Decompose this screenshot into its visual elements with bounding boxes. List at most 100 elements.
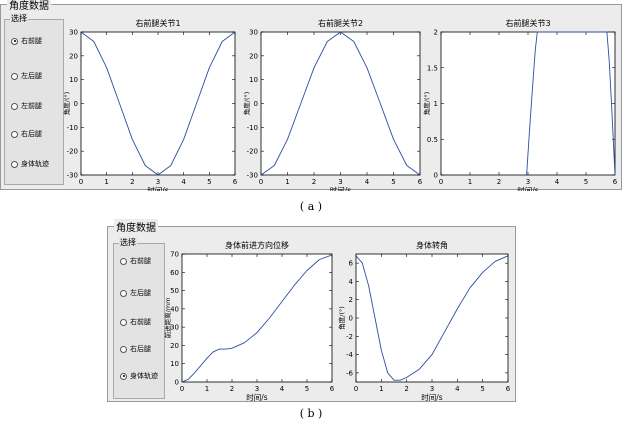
y-tick-label: 0 [434,172,438,180]
x-tick-label: 1 [468,178,472,186]
x-tick-label: 4 [455,385,460,393]
y-axis-label: 角度/(°) [63,92,71,116]
x-tick-label: 3 [338,178,342,186]
radio-dot-icon [11,102,18,110]
x-tick-label: 3 [526,178,530,186]
plot-area [80,31,236,176]
x-tick-label: 5 [305,385,309,393]
data-series-line [526,31,616,176]
y-axis-label: 角度/(°) [338,306,346,330]
y-tick-label: 30 [69,29,78,37]
top-selection-group: 选择 右前腿 左后腿 左前腿 右后腿 身体轨迹 [4,13,64,185]
y-tick-label: 6 [349,260,354,268]
y-tick-label: 10 [249,76,258,84]
x-axis-label: 时间/s [147,185,169,191]
y-tick-label: 0 [254,100,258,108]
y-tick-label: -30 [247,172,258,180]
chart-title: 身体前进方向位移 [225,240,289,250]
y-tick-label: 2 [434,29,438,37]
chart-title: 右前腿关节1 [135,18,180,28]
bottom-selection-group: 选择 右前腿 左后腿 右前腿 右后腿 身体轨迹 [113,237,165,399]
radio-dot-icon [120,289,127,297]
y-axis-label: 角度/(°) [423,92,431,116]
x-tick-label: 0 [354,385,358,393]
top-angle-data-panel: 角度数据 选择 右前腿 左后腿 左前腿 右后腿 身体轨迹 右前腿关节1 0 1 2 3 4… [0,0,622,191]
bottom-radio-body-trajectory[interactable]: 身体轨迹 [120,371,158,381]
bottom-radio-right-front-leg-2[interactable]: 右前腿 [120,317,151,327]
x-tick-label: 5 [207,178,211,186]
y-tick-label: 20 [170,342,179,350]
bottom-angle-data-panel: 角度数据 选择 右前腿 左后腿 右前腿 右后腿 身体轨迹 身体前进方向位移 0 1 2… [107,219,516,402]
x-tick-label: 3 [430,385,434,393]
x-tick-label: 6 [330,385,335,393]
y-tick-label: 0 [74,100,78,108]
x-tick-label: 0 [79,178,83,186]
radio-label: 右前腿 [130,318,151,326]
x-tick-label: 5 [391,178,395,186]
y-tick-label: -10 [247,124,258,132]
x-tick-label: 0 [439,178,443,186]
y-tick-label: 30 [170,324,179,332]
x-tick-label: 4 [280,385,285,393]
bottom-radio-right-front-leg[interactable]: 右前腿 [120,256,151,266]
y-tick-label: 1 [434,100,438,108]
bottom-radio-right-rear-leg[interactable]: 右后腿 [120,344,151,354]
radio-label: 身体轨迹 [21,160,49,168]
radio-label: 左后腿 [130,289,151,297]
bottom-radio-left-rear-leg[interactable]: 左后腿 [120,288,151,298]
x-tick-label: 1 [379,385,383,393]
data-series-line [181,254,333,383]
radio-label: 右后腿 [21,130,42,138]
x-tick-label: 6 [506,385,511,393]
top-radio-right-front-leg[interactable]: 右前腿 [11,36,42,46]
x-tick-label: 6 [418,178,423,186]
y-tick-label: -20 [67,148,78,156]
x-axis-label: 时间/s [421,392,443,401]
x-tick-label: 4 [181,178,186,186]
y-tick-label: 0 [349,315,353,323]
x-tick-label: 1 [205,385,209,393]
y-tick-label: 70 [170,251,179,259]
chart-title: 身体转角 [416,240,448,250]
top-radio-right-rear-leg[interactable]: 右后腿 [11,129,42,139]
radio-dot-icon [11,160,18,168]
caption-a: ( a ) [299,200,323,213]
y-axis-label: 前进距离/mm [163,298,172,339]
radio-dot-icon [120,318,127,326]
chart-right-front-joint-3: 右前腿关节3 0 1 2 3 4 5 6 0 0.5 1 1.5 2 时间/s 角度/(°) [423,18,618,191]
radio-dot-icon [120,372,127,380]
x-tick-label: 4 [555,178,560,186]
x-tick-label: 2 [404,385,408,393]
x-tick-label: 2 [312,178,316,186]
y-axis-label: 角度/(°) [243,92,251,116]
data-series-line [80,31,236,176]
top-radio-left-front-leg[interactable]: 左前腿 [11,101,42,111]
y-tick-label: 30 [249,29,258,37]
radio-dot-icon [120,345,127,353]
top-radio-body-trajectory[interactable]: 身体轨迹 [11,159,49,169]
chart-right-front-joint-1: 右前腿关节1 0 1 2 3 4 5 6 -30 -20 -10 0 10 20 30 时间/s 角度/(°) [63,18,238,191]
y-tick-label: 2 [349,296,353,304]
radio-label: 右前腿 [130,257,151,265]
x-tick-label: 2 [497,178,501,186]
x-axis-label: 时间/s [330,185,352,191]
plot-area [260,31,421,176]
y-tick-label: -4 [346,351,354,359]
radio-label: 左前腿 [21,102,42,110]
data-series-line [260,31,421,176]
radio-label: 左后腿 [21,72,42,80]
plot-area [355,253,509,383]
chart-title: 右前腿关节2 [318,18,363,28]
chart-body-turn-angle: 身体转角 0 1 2 3 4 5 6 -6 -4 -2 0 2 4 6 时间/s 角度/(°) [338,240,511,401]
radio-label: 身体轨迹 [130,372,158,380]
top-radio-left-rear-leg[interactable]: 左后腿 [11,71,42,81]
x-axis-label: 时间/s [517,185,539,191]
x-tick-label: 0 [259,178,263,186]
plot-area [181,253,333,383]
radio-dot-icon [120,257,127,265]
chart-title: 右前腿关节3 [505,18,550,28]
bottom-group-title: 选择 [119,237,137,248]
y-tick-label: -20 [247,148,258,156]
x-axis-label: 时间/s [246,392,268,401]
